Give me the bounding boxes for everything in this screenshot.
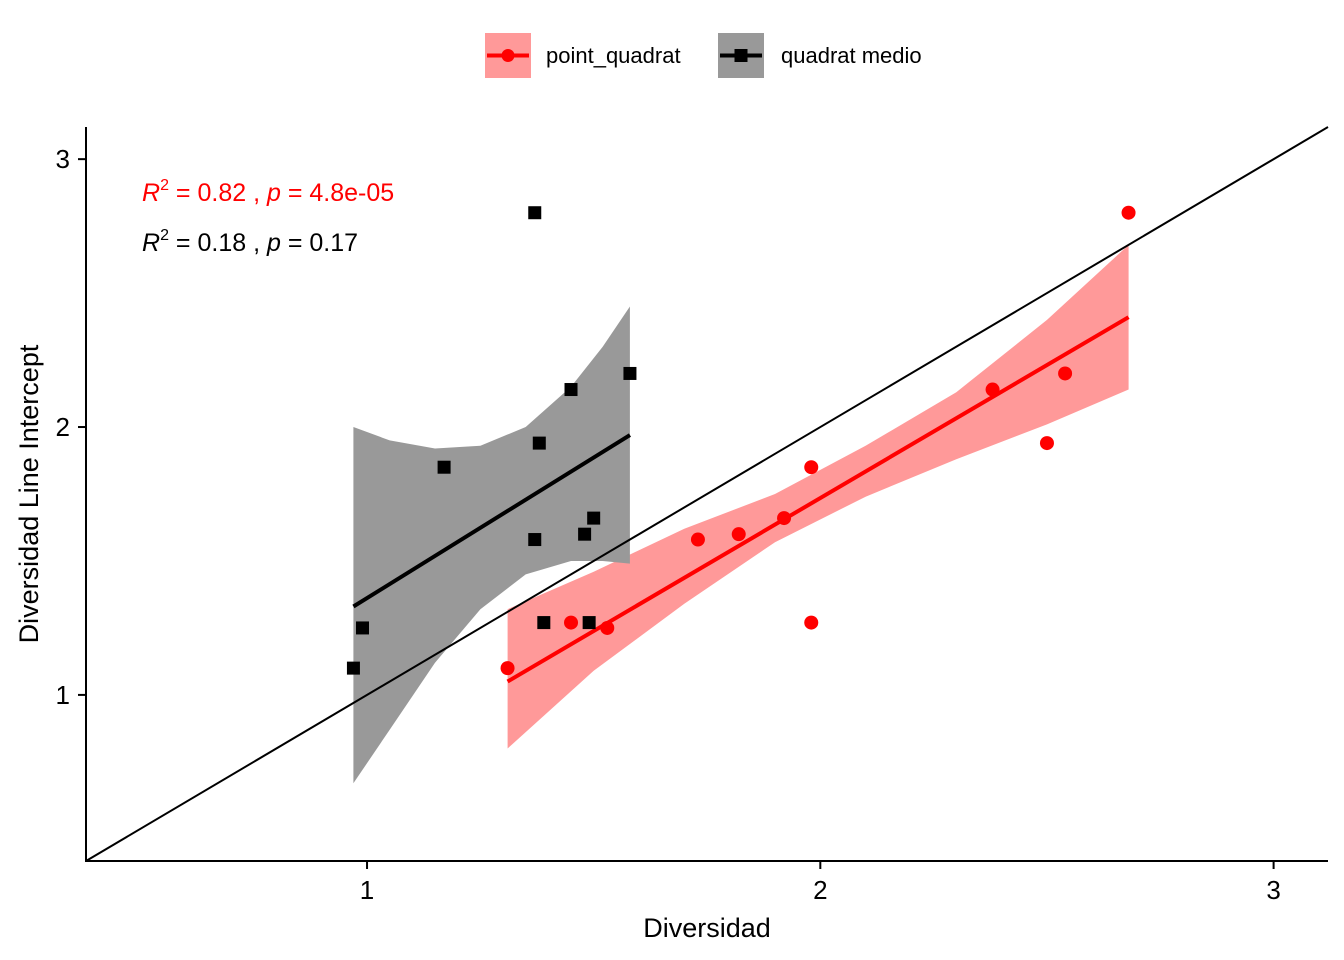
point-quadrat-medio xyxy=(578,527,592,541)
legend-item-quadrat-medio: quadrat medio xyxy=(718,33,922,78)
point-quadrat-medio xyxy=(528,533,542,547)
stat-r-label: R xyxy=(142,229,160,257)
point-quadrat-medio xyxy=(537,616,551,630)
legend-label-point-quadrat: point_quadrat xyxy=(546,43,681,68)
point-quadrat-medio xyxy=(582,616,596,630)
point-point-quadrat xyxy=(731,527,746,542)
point-point-quadrat xyxy=(564,615,579,630)
legend-key-marker-point-quadrat xyxy=(501,49,515,62)
point-point-quadrat xyxy=(690,532,705,547)
x-tick-label: 1 xyxy=(360,875,374,905)
point-quadrat-medio xyxy=(528,206,542,220)
stat-r2-value: 0.18 xyxy=(197,229,246,257)
legend-label-quadrat-medio: quadrat medio xyxy=(781,43,922,68)
stat-r-exponent: 2 xyxy=(160,227,169,244)
point-point-quadrat xyxy=(985,382,1000,397)
point-point-quadrat xyxy=(777,511,792,526)
point-point-quadrat xyxy=(804,615,819,630)
point-quadrat-medio xyxy=(587,511,601,525)
stat-p-equals: = xyxy=(281,179,310,207)
stat-r-equals: = xyxy=(169,179,198,207)
stat-p-label: p xyxy=(266,179,281,207)
legend-item-point-quadrat: point_quadrat xyxy=(485,33,681,78)
fit-line-point-quadrat xyxy=(506,315,1130,684)
point-quadrat-medio xyxy=(356,621,370,635)
ci-band-quadrat-medio xyxy=(353,306,630,784)
point-quadrat-medio xyxy=(564,383,578,397)
stat-p-equals: = xyxy=(281,229,310,257)
point-point-quadrat xyxy=(1039,436,1054,451)
fit-lines xyxy=(352,315,1130,684)
y-tick-label: 1 xyxy=(56,680,70,710)
fit-line-quadrat-medio xyxy=(352,433,631,609)
legend-key-marker-quadrat-medio xyxy=(734,49,748,62)
reference-line xyxy=(85,126,1329,862)
reference-line-group xyxy=(85,126,1329,862)
stat-separator: , xyxy=(246,229,267,257)
stat-p-value: 0.17 xyxy=(309,229,358,257)
point-point-quadrat xyxy=(1121,205,1136,220)
point-quadrat-medio xyxy=(623,366,637,380)
stat-p-value: 4.8e-05 xyxy=(309,179,394,207)
stat-r-label: R xyxy=(142,179,160,207)
stat-annotation-quadrat-medio: R2 = 0.18 , p = 0.17 xyxy=(142,227,358,257)
point-quadrat-medio xyxy=(346,661,360,675)
point-point-quadrat xyxy=(1058,366,1073,381)
x-tick-label: 3 xyxy=(1266,875,1280,905)
stat-r2-value: 0.82 xyxy=(197,179,246,207)
point-quadrat-medio xyxy=(437,460,451,474)
y-ticks: 1 2 3 xyxy=(56,144,86,710)
ci-band-point-quadrat xyxy=(507,244,1129,749)
point-point-quadrat xyxy=(804,460,819,475)
x-tick-label: 2 xyxy=(813,875,827,905)
y-tick-label: 3 xyxy=(56,144,70,174)
data-points xyxy=(346,205,1136,676)
axes: 1 2 3 1 2 3 xyxy=(56,127,1328,905)
stat-r-equals: = xyxy=(169,229,198,257)
point-point-quadrat xyxy=(500,661,515,676)
stat-separator: , xyxy=(246,179,267,207)
y-tick-label: 2 xyxy=(56,412,70,442)
confidence-bands xyxy=(353,244,1129,784)
stat-p-label: p xyxy=(266,229,281,257)
stat-r-exponent: 2 xyxy=(160,177,169,194)
x-axis-title: Diversidad xyxy=(643,913,771,943)
point-quadrat-medio xyxy=(532,436,546,450)
point-point-quadrat xyxy=(600,620,615,635)
stat-annotation-point-quadrat: R2 = 0.82 , p = 4.8e-05 xyxy=(142,177,394,207)
y-axis-title: Diversidad Line Intercept xyxy=(14,344,44,643)
x-ticks: 1 2 3 xyxy=(360,861,1281,905)
legend: point_quadrat quadrat medio xyxy=(485,33,922,78)
